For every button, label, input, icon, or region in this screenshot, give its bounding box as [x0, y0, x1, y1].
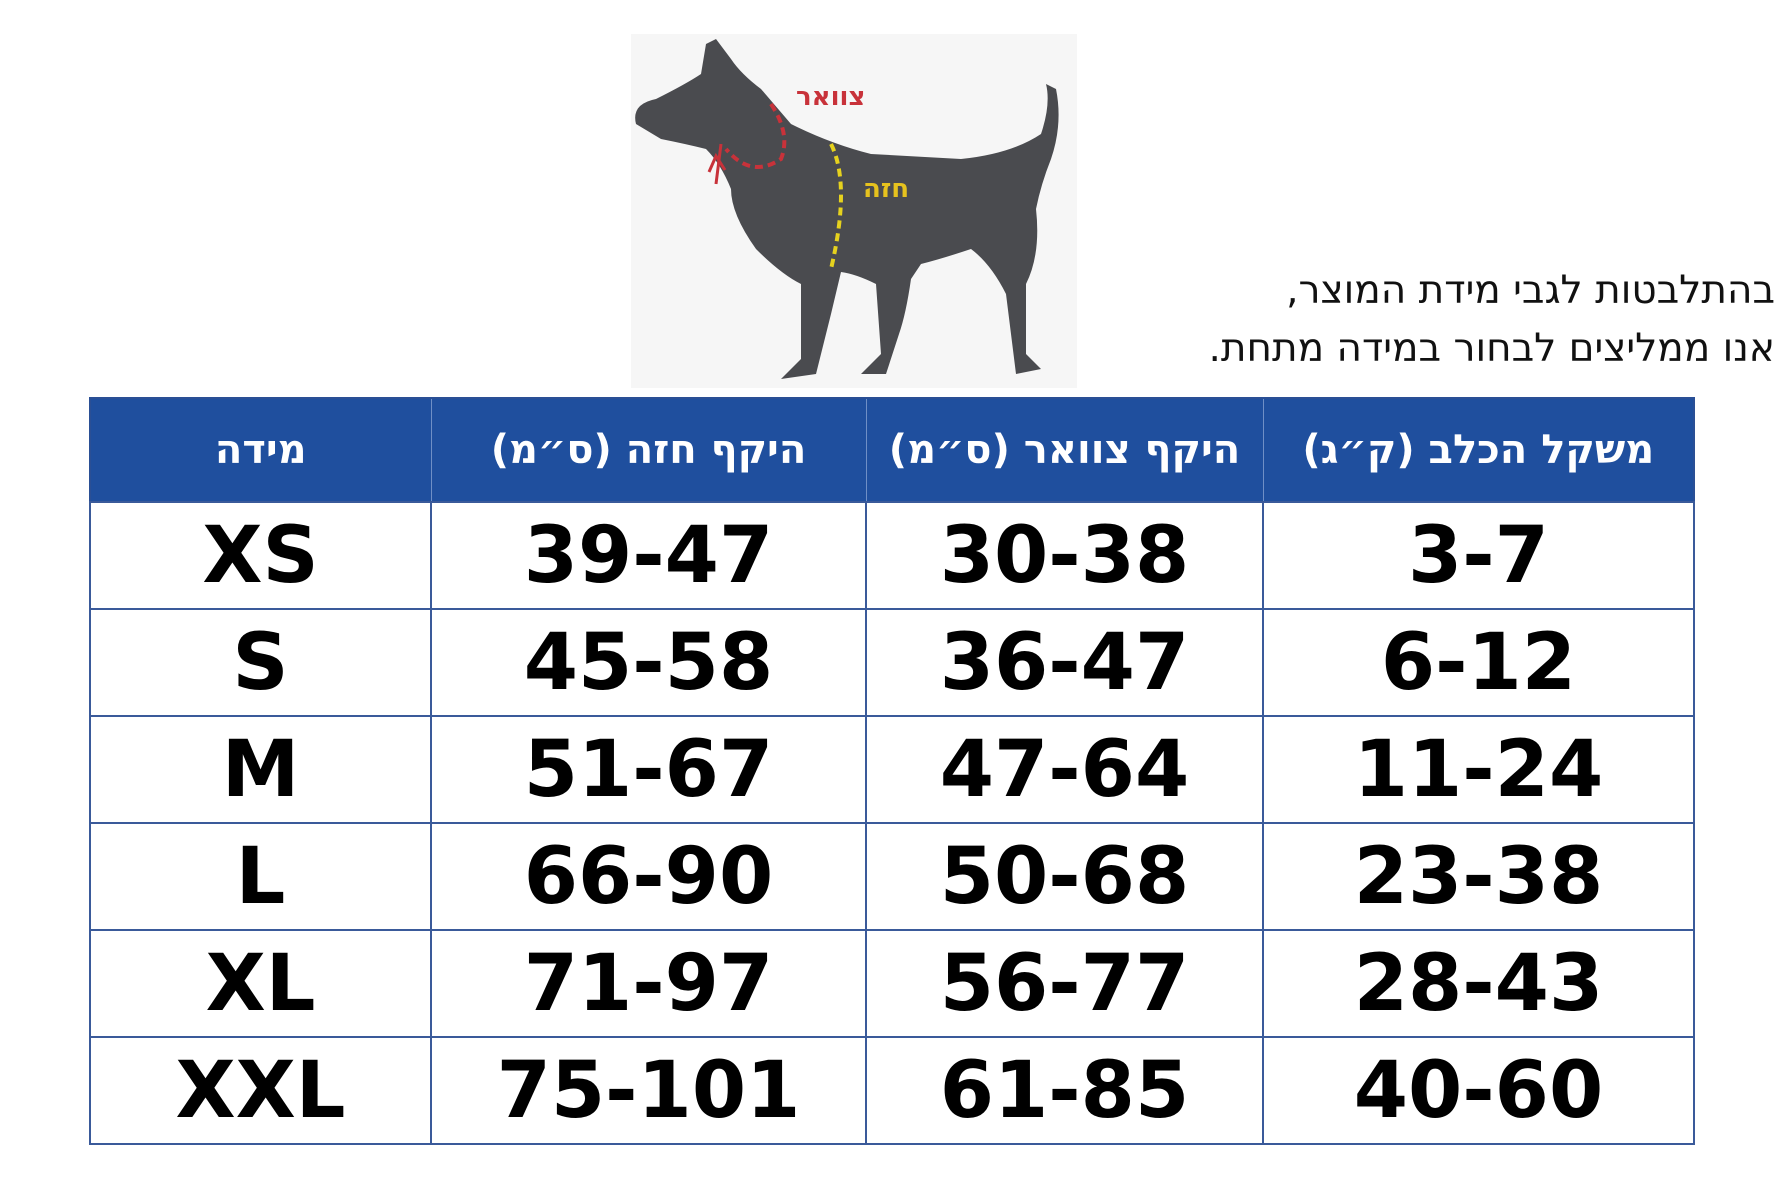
table-row: 23-38 50-68 66-90 L — [89, 822, 1695, 931]
weight-cell: 40-60 — [1262, 1036, 1695, 1145]
size-advice-note: בהתלבטות לגבי מידת המוצר, אנו ממליצים לב… — [1209, 262, 1776, 378]
chest-cell: 71-97 — [430, 929, 867, 1038]
size-cell: XS — [89, 501, 432, 610]
size-cell: XXL — [89, 1036, 432, 1145]
weight-cell: 3-7 — [1262, 501, 1695, 610]
chest-cell: 45-58 — [430, 608, 867, 717]
dog-silhouette-icon — [635, 39, 1059, 379]
size-cell: S — [89, 608, 432, 717]
chest-cell: 66-90 — [430, 822, 867, 931]
weight-cell: 23-38 — [1262, 822, 1695, 931]
size-cell: M — [89, 715, 432, 824]
table-row: 40-60 61-85 75-101 XXL — [89, 1036, 1695, 1145]
note-line-1: בהתלבטות לגבי מידת המוצר, — [1286, 268, 1775, 313]
neck-cell: 36-47 — [865, 608, 1264, 717]
weight-cell: 28-43 — [1262, 929, 1695, 1038]
dog-measurement-illustration: צוואר חזה — [631, 34, 1077, 388]
table-header-row: משקל הכלב (ק״ג) היקף צוואר (ס״מ) היקף חז… — [89, 398, 1694, 502]
note-line-2: אנו ממליצים לבחור במידה מתחת. — [1208, 326, 1776, 371]
size-cell: XL — [89, 929, 432, 1038]
table-row: 3-7 30-38 39-47 XS — [89, 501, 1695, 610]
header-chest-circumference: היקף חזה (ס״מ) — [430, 398, 866, 502]
chest-cell: 51-67 — [430, 715, 867, 824]
neck-label: צוואר — [796, 82, 866, 112]
neck-cell: 61-85 — [865, 1036, 1264, 1145]
size-chart-table: משקל הכלב (ק״ג) היקף צוואר (ס״מ) היקף חז… — [89, 397, 1695, 1145]
header-neck-circumference: היקף צוואר (ס״מ) — [865, 398, 1263, 502]
header-size: מידה — [89, 398, 431, 502]
size-cell: L — [89, 822, 432, 931]
table-row: 11-24 47-64 51-67 M — [89, 715, 1695, 824]
table-row: 6-12 36-47 45-58 S — [89, 608, 1695, 717]
chest-cell: 75-101 — [430, 1036, 867, 1145]
header-dog-weight: משקל הכלב (ק״ג) — [1262, 398, 1694, 502]
neck-cell: 30-38 — [865, 501, 1264, 610]
neck-cell: 50-68 — [865, 822, 1264, 931]
chest-label: חזה — [863, 174, 910, 204]
weight-cell: 11-24 — [1262, 715, 1695, 824]
weight-cell: 6-12 — [1262, 608, 1695, 717]
chest-cell: 39-47 — [430, 501, 867, 610]
table-row: 28-43 56-77 71-97 XL — [89, 929, 1695, 1038]
neck-cell: 56-77 — [865, 929, 1264, 1038]
neck-cell: 47-64 — [865, 715, 1264, 824]
